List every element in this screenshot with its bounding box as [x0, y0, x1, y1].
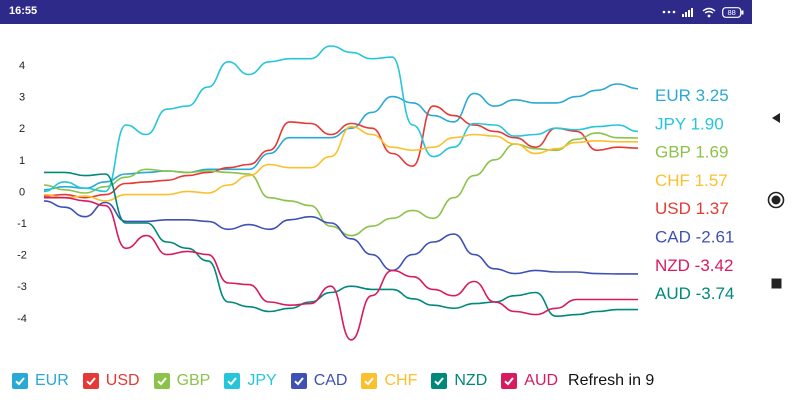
series-line-aud — [44, 196, 638, 341]
end-labels: EUR 3.25 JPY 1.90 GBP 1.69 CHF 1.57 USD 1.37… — [655, 86, 734, 303]
series-line-usd — [43, 105, 639, 199]
battery-icon: 88 — [722, 6, 744, 18]
legend-item-eur[interactable]: EUR — [12, 372, 69, 390]
legend-label: GBP — [176, 372, 211, 389]
series-line-eur — [43, 83, 639, 191]
checkbox-icon[interactable] — [501, 373, 518, 389]
y-tick-label: -1 — [17, 218, 27, 230]
end-label: NZD -3.42 — [655, 256, 733, 275]
y-tick-label: -4 — [17, 313, 27, 325]
dots-icon — [662, 10, 676, 14]
y-tick-label: -2 — [17, 250, 27, 262]
legend-label: EUR — [35, 372, 69, 389]
legend-item-jpy[interactable]: JPY — [224, 372, 277, 390]
series-line-gbp — [43, 132, 639, 237]
legend-item-nzd[interactable]: NZD — [431, 372, 487, 390]
recents-icon — [771, 278, 781, 288]
legend-item-cad[interactable]: CAD — [290, 372, 348, 390]
checkbox-icon[interactable] — [361, 373, 378, 389]
end-label: USD 1.37 — [655, 199, 729, 218]
legend-label: AUD — [524, 372, 559, 389]
refresh-countdown: Refresh in 9 — [568, 372, 655, 389]
legend-label: CAD — [313, 372, 348, 389]
home-button[interactable] — [762, 186, 790, 214]
wifi-icon — [702, 7, 716, 17]
series-lines — [43, 45, 639, 341]
signal-icon — [682, 8, 693, 17]
y-tick-label: 0 — [19, 186, 25, 198]
end-label: EUR 3.25 — [655, 86, 729, 105]
end-label: AUD -3.74 — [655, 284, 734, 303]
back-icon — [772, 113, 780, 123]
legend-item-gbp[interactable]: GBP — [153, 372, 211, 390]
legend-label: CHF — [384, 372, 418, 389]
checkbox-icon[interactable] — [431, 373, 448, 389]
checkbox-icon[interactable] — [82, 373, 99, 389]
series-line-cad — [43, 200, 638, 275]
fx-line-chart: 4 3 2 1 0 -1 -2 -3 -4 EUR 3.25 JPY 1.90 GBP 1.69 CH… — [17, 45, 734, 341]
legend-label: USD — [105, 372, 140, 389]
series-line-chf — [43, 125, 638, 202]
end-label: GBP 1.69 — [655, 143, 728, 162]
legend-label: JPY — [247, 372, 277, 389]
checkbox-icon[interactable] — [224, 373, 241, 389]
checkbox-icon[interactable] — [290, 373, 307, 389]
legend-item-aud[interactable]: AUD — [501, 372, 558, 390]
status-bar: 16:55 88 — [0, 0, 752, 24]
status-time: 16:55 — [9, 5, 38, 17]
y-tick-label: -3 — [17, 281, 27, 293]
legend-label: NZD — [454, 372, 488, 389]
legend-item-usd[interactable]: USD — [82, 372, 140, 390]
y-tick-label: 3 — [19, 92, 25, 104]
battery-level: 88 — [728, 8, 736, 17]
y-tick-label: 4 — [19, 60, 25, 72]
series-line-nzd — [44, 171, 638, 318]
legend: EUR USD GBP JPY CAD CHF NZD AUD Refresh in 9 — [12, 370, 752, 392]
series-line-jpy — [43, 45, 639, 193]
recents-button[interactable] — [762, 269, 790, 297]
back-button[interactable] — [762, 104, 790, 132]
y-tick-label: 2 — [19, 123, 25, 135]
home-icon — [767, 191, 785, 209]
y-tick-label: 1 — [19, 155, 25, 167]
y-axis-ticks: 4 3 2 1 0 -1 -2 -3 -4 — [17, 60, 27, 325]
legend-item-chf[interactable]: CHF — [361, 372, 417, 390]
end-label: CAD -2.61 — [655, 228, 734, 247]
end-label: JPY 1.90 — [655, 114, 724, 133]
checkbox-icon[interactable] — [12, 373, 28, 389]
checkbox-icon[interactable] — [153, 373, 170, 389]
end-label: CHF 1.57 — [655, 171, 728, 190]
navigation-bar — [752, 0, 800, 400]
status-icons: 88 — [662, 6, 744, 18]
